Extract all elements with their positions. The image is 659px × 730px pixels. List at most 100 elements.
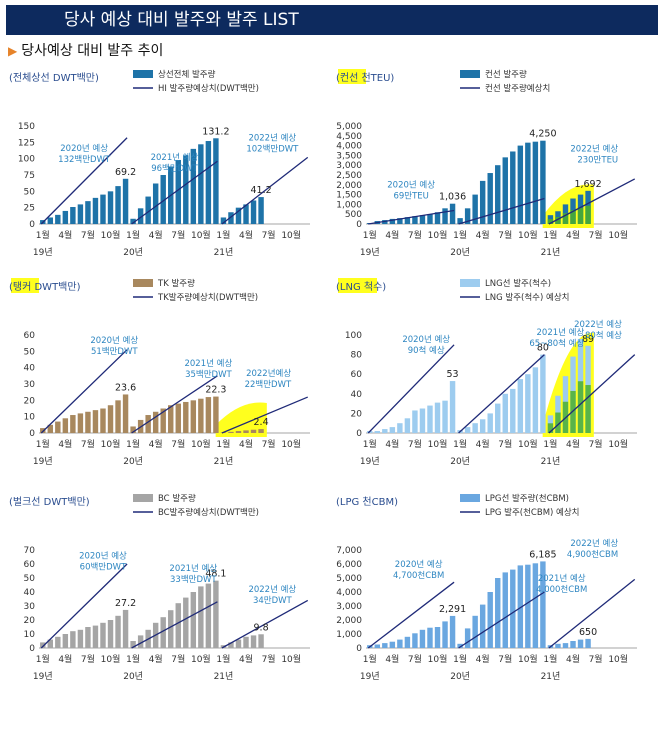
x-tick-label: 1월 [216,438,230,450]
chart-title: (벌크선 DWT백만) [9,496,90,508]
legend-line-label: LNG 발주(척수) 예상치 [485,292,569,303]
legend-bar-label: 상선전체 발주량 [158,69,216,80]
year-label: 20년 [450,456,470,467]
bar [205,141,212,224]
data-label: 23.6 [115,382,136,393]
year-label: 21년 [541,671,561,682]
x-tick-label: 4월 [385,229,399,241]
bar [382,643,388,648]
year-labels: 19년 20년 21년 [33,456,233,467]
bar [502,393,508,433]
bar [100,408,106,433]
year-label: 20년 [123,671,143,682]
projection-lines [40,349,308,434]
y-tick-label: 2,000 [336,616,362,626]
y-tick-label: 0 [356,220,362,230]
data-labels: 69.2 131.2 41.2 [115,126,272,196]
bar [540,561,546,648]
x-tick-label: 10월 [101,438,121,450]
y-axis: 05001,0001,5002,0002,5003,0003,5004,0004… [336,122,362,230]
bar [449,615,456,648]
bar [555,643,561,648]
bar [168,610,174,648]
projection-line [131,601,218,649]
data-label: 4,250 [529,129,556,140]
x-tick-label: 10월 [428,653,448,665]
bar [100,194,106,224]
bar-overlay [562,213,569,224]
year-labels: 19년 20년 21년 [33,247,233,258]
y-tick-label: 125 [18,138,35,148]
annotation-text: 60백만DWT [80,561,127,572]
bar-overlay [555,216,561,224]
chart-title-group: (LPG 천CBM) [336,496,398,508]
chart-title: (컨선 천TEU) [336,72,394,84]
bar [374,644,381,648]
bar [517,565,524,648]
year-label: 21년 [541,456,561,467]
y-tick-label: 20 [24,616,36,626]
data-label: 53 [447,369,459,380]
chart-legend: 상선전체 발주량 HI 발주량예상치(DWT백만) [133,69,259,94]
y-tick-label: 150 [18,122,35,132]
bar [160,617,166,648]
annotation-text: 2021년 예상 [537,327,585,338]
bar [205,397,212,433]
annotation-text: 2021년 예상 [184,358,232,369]
bar [243,636,249,648]
data-label: 131.2 [202,126,229,137]
x-tick-label: 10월 [191,229,211,241]
y-axis: 0 20 40 60 80 100 [345,331,362,439]
chart-legend: LPG선 발주량(천CBM) LPG 발주(천CBM) 예상치 [460,493,580,518]
bar [190,148,197,224]
data-label: 80 [537,343,549,354]
bar [562,643,569,648]
x-tick-label: 1월 [543,229,557,241]
bar [525,564,531,648]
bar-overlay [577,381,584,433]
chart-lpg: (LPG 천CBM) LPG선 발주량(천CBM) LPG 발주(천CBM) 예상치… [332,490,657,715]
bar [85,627,91,648]
bar [137,635,144,648]
y-tick-label: 100 [18,155,35,165]
y-tick-label: 6,000 [336,560,362,570]
projection-line [458,197,545,225]
bar [235,639,242,648]
chart-lng: (LNG 척수) LNG선 발주(척수) LNG 발주(척수) 예상치 0 20 40 60… [332,275,657,500]
x-tick-label: 7월 [81,653,95,665]
projection-line [458,591,545,649]
bar [510,151,516,224]
bar [130,641,136,648]
bar [228,431,234,433]
x-axis-ticks: 1월 4월 7월 10월 1월 4월 7월 10월 1월 4월 7월 10월 [363,229,628,241]
bar [472,615,478,648]
x-axis-ticks: 1월 4월 7월 10월 1월 4월 7월 10월 1월 4월 7월 10월 [363,653,628,665]
data-label: 1,692 [574,179,601,190]
y-tick-label: 40 [24,364,36,374]
year-label: 21년 [214,671,234,682]
bar [457,218,463,224]
annotation-text: 35백만DWT [185,369,232,380]
title-highlight-mark [11,278,39,293]
bar [397,218,403,224]
data-label: 48.1 [205,569,226,580]
bar [389,218,396,224]
bar [479,604,486,648]
y-axis: 0 1,000 2,000 3,000 4,000 5,000 6,000 7,000 [336,546,362,654]
year-label: 21년 [541,247,561,258]
bar [107,405,114,433]
bar [442,400,448,433]
chart-title: (LNG 척수) [336,281,386,293]
section-subtitle: ▶ 당사예상 대비 발주 추이 [8,40,163,60]
bar [434,402,441,433]
bar [540,354,546,433]
bars [40,138,264,224]
annotation-text: 22백만DWT [245,379,292,390]
data-labels: 23.6 22.3 2.4 [115,382,269,428]
bar [442,621,448,648]
x-tick-label: 7월 [262,653,276,665]
bar [175,603,181,648]
legend-line-label: 컨선 발주량예상치 [485,83,550,94]
bar [258,634,264,648]
y-tick-label: 3,000 [336,161,362,171]
